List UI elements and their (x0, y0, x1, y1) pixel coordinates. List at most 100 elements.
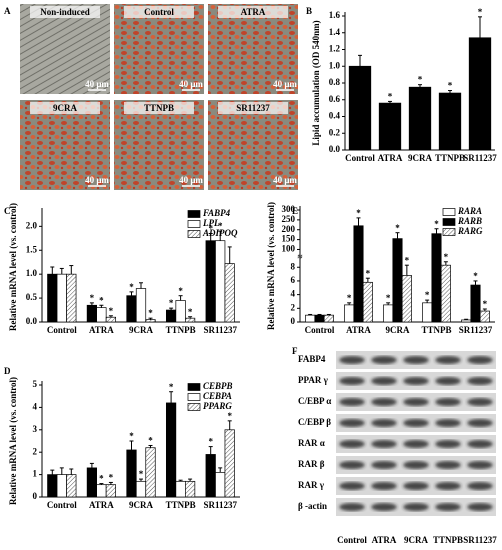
blot-band (403, 482, 429, 490)
blot-band (371, 503, 397, 511)
bar (175, 480, 186, 498)
label-bg (218, 6, 288, 18)
bar (438, 92, 462, 151)
micrograph (114, 4, 204, 94)
bar (422, 302, 433, 323)
significance-star: * (99, 295, 104, 305)
y-tick-label: 3 (33, 424, 38, 434)
significance-star: * (478, 7, 483, 17)
y-tick-label: 0.2 (329, 127, 341, 137)
protein-label: C/EBP β (298, 417, 331, 427)
significance-star: * (483, 299, 488, 309)
protein-label: PPAR γ (298, 375, 329, 385)
x-tick-label: TTNPB (166, 325, 196, 335)
significance-star: * (139, 469, 144, 479)
bar (165, 402, 177, 498)
blot-band (435, 503, 461, 511)
y-axis-label: Relative mRNA level (vs. control) (8, 203, 18, 331)
significance-star: * (444, 252, 449, 262)
micrograph-panel: A (4, 6, 11, 16)
blot-band (467, 503, 493, 511)
bar (215, 472, 226, 498)
legend-label: FABP4 (202, 208, 231, 218)
y-tick-label: 0.0 (26, 316, 38, 326)
protein-label: C/EBP α (298, 396, 331, 406)
micrograph-label: ATRA (241, 7, 266, 17)
significance-star: * (109, 473, 114, 483)
legend-label: RARB (457, 216, 482, 226)
y-tick-label: 5 (33, 379, 38, 389)
panel-letter: F (292, 346, 298, 356)
lane-label: SR11237 (463, 535, 497, 545)
x-tick-label: SR11237 (203, 500, 237, 510)
significance-star: * (405, 255, 410, 265)
bar (47, 273, 58, 323)
micrograph-label: Non-induced (40, 7, 90, 17)
legend-label: RARG (457, 226, 483, 236)
y-tick-label: 0 (291, 316, 296, 326)
bar (305, 314, 316, 323)
scale-bar-label: 40 μm (273, 79, 297, 89)
bar (96, 484, 107, 498)
blot-band (403, 419, 429, 427)
blot-band (467, 440, 493, 448)
micrograph (208, 100, 298, 190)
significance-star: * (208, 437, 213, 447)
legend-label: LPL (202, 218, 220, 228)
lane-label: 9CRA (404, 535, 428, 545)
bar (56, 474, 67, 498)
lane-label: TTNPB (433, 535, 463, 545)
protein-label: β -actin (298, 501, 327, 511)
bar (126, 295, 137, 323)
legend-swatch (442, 208, 456, 216)
significance-star: * (148, 308, 153, 318)
significance-star: * (434, 219, 439, 229)
x-tick-label: SR11237 (459, 325, 493, 335)
y-tick-label: 150 (282, 234, 296, 244)
legend-swatch (187, 220, 201, 228)
significance-star: * (448, 81, 453, 91)
x-tick-label: ATRA (89, 500, 114, 510)
bar (185, 317, 196, 323)
bar (135, 480, 147, 498)
blot-band (435, 398, 461, 406)
blot-band (435, 440, 461, 448)
micrograph (20, 4, 110, 94)
significance-star: * (208, 224, 213, 234)
y-tick-label: 0.0 (329, 144, 341, 154)
blot-band (467, 419, 493, 427)
bar (468, 37, 492, 151)
bar (165, 309, 177, 323)
micrograph-label: Control (144, 7, 174, 17)
blot-band (435, 482, 461, 490)
bar (215, 240, 226, 323)
legend-label: PPARG (203, 401, 232, 411)
blot-band (467, 482, 493, 490)
x-tick-label: Control (47, 500, 77, 510)
bar (479, 310, 490, 323)
blot-band (339, 440, 365, 448)
y-tick-label: 4 (291, 289, 296, 299)
x-tick-label: SR11237 (203, 325, 237, 335)
bar (224, 263, 235, 323)
significance-star: * (99, 474, 104, 484)
significance-star: * (366, 268, 371, 278)
blot-band (371, 398, 397, 406)
x-tick-label: Control (47, 325, 77, 335)
blot-band (435, 419, 461, 427)
legend-label: CEBPA (203, 391, 232, 401)
label-bg (218, 102, 288, 114)
blot-band (435, 356, 461, 364)
legend-swatch (187, 403, 201, 411)
x-tick-label: TTNPB (421, 325, 451, 335)
blot-band (339, 482, 365, 490)
significance-star: * (109, 306, 114, 316)
significance-star: * (178, 286, 183, 296)
blot-band (403, 377, 429, 385)
significance-star: * (425, 290, 430, 300)
significance-star: * (227, 411, 232, 421)
y-tick-label: 0.5 (26, 292, 38, 302)
micrograph-label: TTNPB (144, 103, 174, 113)
x-tick-label: 9CRA (408, 153, 432, 163)
